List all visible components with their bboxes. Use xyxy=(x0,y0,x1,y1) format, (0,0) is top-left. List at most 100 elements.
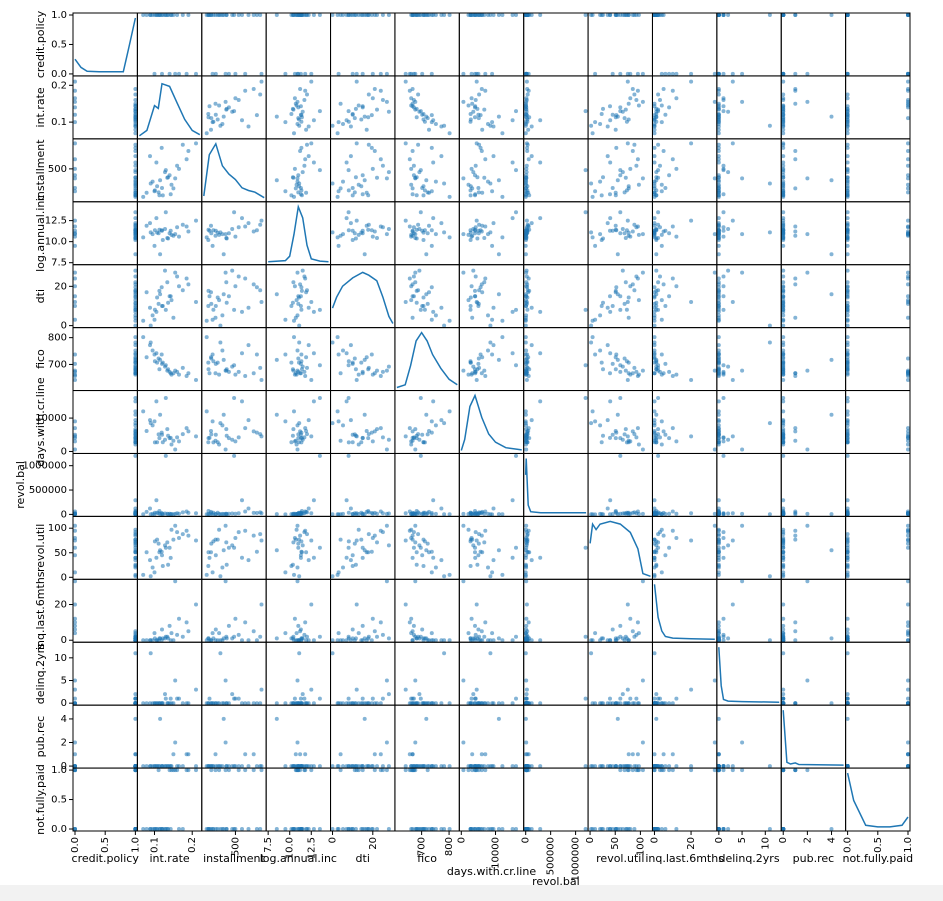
point xyxy=(447,13,452,17)
point xyxy=(781,372,786,377)
cell xyxy=(587,327,653,392)
cell xyxy=(651,12,718,77)
point xyxy=(133,335,138,340)
point xyxy=(366,193,371,198)
cell-frame xyxy=(136,704,203,769)
point xyxy=(421,193,426,198)
point xyxy=(523,570,528,575)
point xyxy=(663,71,668,76)
point xyxy=(330,181,335,186)
point xyxy=(845,616,850,621)
cell xyxy=(330,327,396,392)
point xyxy=(667,173,672,178)
point xyxy=(470,101,475,106)
point xyxy=(429,113,434,118)
point xyxy=(133,701,138,706)
point xyxy=(781,313,786,318)
point xyxy=(133,506,138,511)
point xyxy=(468,119,473,124)
point xyxy=(424,292,429,297)
point xyxy=(416,288,421,293)
point xyxy=(670,426,675,431)
point xyxy=(526,528,531,533)
cell-frame xyxy=(265,704,332,769)
point xyxy=(150,348,155,353)
point xyxy=(525,149,530,153)
point xyxy=(211,359,216,364)
point xyxy=(781,335,786,340)
point xyxy=(623,368,628,373)
point xyxy=(221,716,226,721)
point xyxy=(670,768,675,773)
point xyxy=(829,512,834,517)
point xyxy=(523,13,528,17)
point xyxy=(538,638,543,643)
cell-frame xyxy=(651,641,718,706)
cell-frame xyxy=(458,452,525,517)
point xyxy=(155,184,160,189)
point xyxy=(180,701,185,706)
point xyxy=(144,429,149,433)
point xyxy=(618,436,623,441)
point xyxy=(409,166,414,171)
point xyxy=(221,636,226,641)
point xyxy=(670,701,675,706)
point xyxy=(204,13,209,17)
point xyxy=(341,565,345,570)
point xyxy=(254,827,259,831)
point xyxy=(338,371,343,376)
point xyxy=(689,768,694,773)
cell-frame xyxy=(201,12,267,77)
point xyxy=(635,701,640,706)
point xyxy=(223,511,228,516)
point xyxy=(152,228,157,233)
point xyxy=(240,118,244,123)
point xyxy=(716,498,721,503)
point xyxy=(429,317,434,322)
point xyxy=(767,323,772,328)
cell-frame xyxy=(458,767,525,832)
point xyxy=(226,623,231,628)
cell xyxy=(523,75,589,140)
point xyxy=(296,294,301,299)
point xyxy=(354,764,359,769)
point xyxy=(625,768,630,773)
point xyxy=(240,13,244,17)
point xyxy=(524,442,528,447)
point xyxy=(370,96,375,101)
point xyxy=(297,123,302,128)
point xyxy=(177,284,181,289)
point xyxy=(384,523,389,528)
point xyxy=(781,123,786,128)
point xyxy=(350,827,355,831)
point xyxy=(433,122,438,126)
point xyxy=(476,553,481,558)
point xyxy=(845,104,850,109)
point xyxy=(514,634,518,639)
point xyxy=(154,399,159,404)
point xyxy=(73,166,77,171)
point xyxy=(466,512,471,516)
point xyxy=(726,543,731,548)
point xyxy=(781,300,786,304)
point xyxy=(523,548,528,553)
point xyxy=(634,696,639,701)
point xyxy=(689,434,694,439)
point xyxy=(165,427,170,432)
point xyxy=(636,764,641,769)
point xyxy=(73,232,77,237)
point xyxy=(224,427,229,432)
point xyxy=(294,631,299,636)
point xyxy=(781,163,786,168)
point xyxy=(283,71,288,76)
point xyxy=(476,541,481,546)
point xyxy=(218,123,223,128)
point xyxy=(654,178,659,183)
point xyxy=(330,13,335,17)
point xyxy=(73,189,77,194)
point xyxy=(133,764,138,769)
point xyxy=(206,288,211,293)
point xyxy=(716,228,721,233)
point xyxy=(431,216,436,221)
point xyxy=(608,13,613,17)
